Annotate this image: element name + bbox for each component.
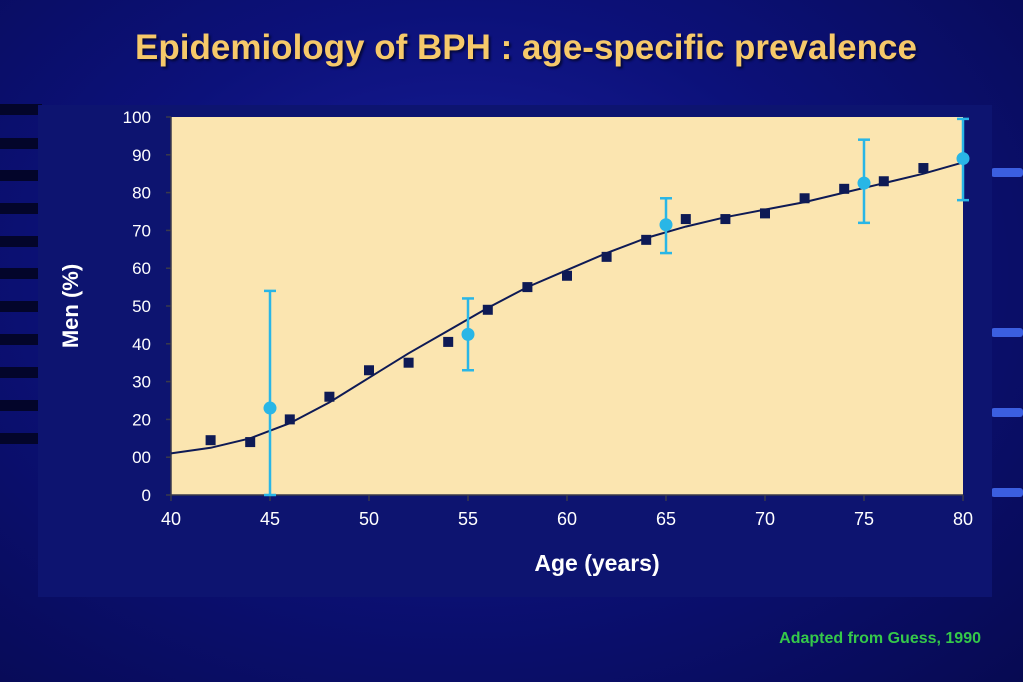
data-point-square [562, 270, 572, 281]
left-decoration-bar [0, 138, 42, 149]
left-decoration-bar [0, 433, 42, 444]
data-point-square [918, 163, 929, 174]
data-point-square [641, 234, 652, 245]
y-tick-label: 20 [132, 410, 151, 429]
left-decoration-bar [0, 104, 42, 115]
x-tick-label: 40 [161, 509, 181, 529]
data-point-square [284, 414, 295, 425]
fitted-curve [170, 161, 964, 455]
plot-area [171, 117, 963, 495]
data-point-square [680, 214, 691, 225]
slide-title: Epidemiology of BPH : age-specific preva… [135, 28, 917, 67]
right-decoration-bar [991, 488, 1023, 497]
data-point-circle [857, 176, 871, 190]
x-tick-label: 45 [260, 509, 280, 529]
right-decoration-bar [991, 328, 1023, 337]
data-point-square [364, 365, 374, 376]
left-decoration-bar [0, 203, 42, 214]
y-tick-label: 30 [132, 373, 151, 392]
data-point-circle [659, 218, 673, 232]
x-tick-label: 75 [854, 509, 874, 529]
chart-panel: 0 00 20 30 40 50 60 70 80 90 100 40 45 50 55 60 65 70 75 80… [38, 105, 992, 597]
left-decoration-bar [0, 400, 42, 411]
data-point-square [205, 435, 216, 446]
data-point-square [839, 183, 850, 194]
data-point-square [878, 176, 889, 187]
data-point-circle [461, 327, 475, 341]
data-point-circle [263, 401, 277, 415]
y-tick-label: 00 [132, 448, 151, 467]
data-point-circle [956, 152, 970, 166]
left-decoration-bar [0, 301, 42, 312]
y-tick-label: 80 [132, 184, 151, 203]
data-point-square [324, 391, 335, 402]
left-decoration-bar [0, 334, 42, 345]
data-point-square [601, 251, 612, 262]
left-decoration-bar [0, 268, 42, 279]
x-tick-label: 50 [359, 509, 379, 529]
source-note: Adapted from Guess, 1990 [779, 630, 981, 647]
x-tick-label: 65 [656, 509, 676, 529]
x-tick-label: 80 [953, 509, 973, 529]
data-point-square [245, 437, 256, 448]
left-decoration-bar [0, 236, 42, 247]
right-decoration-bar [991, 168, 1023, 177]
data-point-square [482, 304, 493, 315]
data-point-square [760, 208, 770, 219]
left-decoration-bar [0, 367, 42, 378]
y-tick-label: 70 [132, 221, 151, 240]
x-axis-title: Age (years) [534, 550, 659, 576]
x-tick-label: 55 [458, 509, 478, 529]
y-tick-label: 40 [132, 335, 151, 354]
right-decoration-bar [991, 408, 1023, 417]
y-tick-label: 60 [132, 259, 151, 278]
y-tick-label: 100 [123, 108, 151, 127]
data-point-square [443, 336, 454, 347]
x-tick-label: 60 [557, 509, 577, 529]
y-tick-label: 90 [132, 146, 151, 165]
y-axis-title: Men (%) [58, 264, 83, 348]
data-point-square [799, 193, 810, 204]
data-point-square [403, 357, 414, 368]
y-tick-label: 50 [132, 297, 151, 316]
left-decoration-bar [0, 170, 42, 181]
y-tick-label: 0 [142, 486, 151, 505]
data-point-square [522, 282, 533, 293]
data-point-square [720, 214, 731, 225]
x-tick-label: 70 [755, 509, 775, 529]
